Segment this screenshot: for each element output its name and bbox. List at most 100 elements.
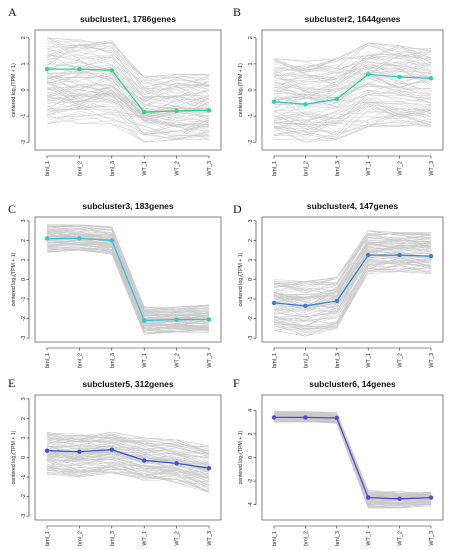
mean-point <box>428 76 434 81</box>
panel-title: subcluster1, 1786genes <box>80 14 176 24</box>
gene-profile-line <box>273 124 432 141</box>
mean-point <box>428 253 434 259</box>
gene-profile-line <box>46 452 210 476</box>
gene-profile-line <box>273 113 432 136</box>
gene-profile-line <box>46 113 210 140</box>
mean-profile-line <box>273 73 432 105</box>
mean-point <box>44 236 50 241</box>
mean-point <box>109 68 115 73</box>
gene-profile-line <box>46 41 210 83</box>
x-tick-label: bml_1 <box>45 161 51 176</box>
y-tick-label: 0 <box>248 88 254 91</box>
mean-point <box>174 108 179 114</box>
gene-profile-line <box>46 224 210 311</box>
gene-profile-line <box>46 46 210 78</box>
gene-profile-line <box>46 467 210 491</box>
gene-profile-line <box>46 53 210 103</box>
gene-profile-line <box>273 64 432 99</box>
panel-letter: F <box>233 376 240 390</box>
panel-title: subcluster5, 312genes <box>82 379 173 389</box>
y-tick-label: -4 <box>248 502 254 507</box>
gene-profile-line <box>273 55 432 81</box>
gene-profile-line <box>273 93 432 115</box>
gene-profile-line <box>273 411 432 495</box>
x-tick-label: bml_3 <box>110 531 116 546</box>
gene-profile-line <box>46 37 210 92</box>
panel-title: subcluster2, 1644genes <box>305 14 401 24</box>
gene-profiles <box>273 230 432 337</box>
x-tick-label: bml_3 <box>335 531 341 546</box>
mean-point <box>303 415 308 420</box>
gene-profile-line <box>273 245 432 307</box>
gene-profile-line <box>46 81 210 113</box>
panel-title: subcluster6, 14genes <box>309 379 396 389</box>
gene-profile-line <box>273 45 432 74</box>
mean-profile-line <box>274 416 432 500</box>
y-tick-label: 2 <box>21 239 27 242</box>
gene-profile-line <box>273 419 432 508</box>
gene-profile-line <box>273 250 432 316</box>
gene-profile-line <box>46 440 210 459</box>
gene-profile-line <box>273 122 432 140</box>
y-tick-label: -1 <box>21 475 27 480</box>
x-tick-label: bml_1 <box>45 531 51 546</box>
gene-profile-line <box>46 42 210 86</box>
x-tick-label: bml_3 <box>335 353 341 368</box>
gene-profile-line <box>273 54 432 83</box>
gene-profile-line <box>46 470 210 493</box>
x-tick-label: bml_3 <box>110 353 116 368</box>
y-tick-label: 1 <box>21 436 27 439</box>
gene-profile-line <box>46 40 210 88</box>
mean-point <box>142 458 147 463</box>
gene-profile-line <box>273 100 432 127</box>
y-tick-label: -2 <box>21 140 27 145</box>
y-tick-label: -3 <box>21 514 27 519</box>
mean-profile-line <box>47 68 210 113</box>
gene-profile-line <box>273 238 432 298</box>
gene-profile-line <box>273 258 432 318</box>
y-tick-label: 1 <box>21 62 27 65</box>
x-tick-label: WT_1 <box>142 353 148 368</box>
gene-profile-line <box>46 468 210 492</box>
plot-frame <box>34 29 222 151</box>
gene-profile-line <box>46 469 210 485</box>
gene-profile-line <box>273 83 432 99</box>
x-tick-label: WT_2 <box>398 161 404 176</box>
y-tick-label: -2 <box>248 316 254 321</box>
y-tick-label: 1 <box>21 258 27 261</box>
gene-profile-line <box>46 37 210 90</box>
gene-profile-line <box>46 431 210 450</box>
x-tick-label: bml_1 <box>272 353 278 368</box>
gene-profile-line <box>273 104 432 139</box>
gene-profile-line <box>273 61 432 81</box>
gene-profile-line <box>273 63 432 93</box>
panel-letter: A <box>8 5 17 19</box>
x-tick-label: bml_2 <box>303 161 309 176</box>
y-tick-label: 3 <box>248 219 254 222</box>
gene-profile-line <box>46 66 210 108</box>
gene-profile-line <box>46 61 210 104</box>
gene-profile-line <box>46 110 210 140</box>
x-tick-label: WT_2 <box>175 161 181 176</box>
gene-profile-line <box>273 121 432 134</box>
gene-profile-line <box>46 244 210 333</box>
gene-profile-line <box>273 411 432 494</box>
gene-profile-line <box>273 259 432 324</box>
y-tick-label: 0 <box>21 456 27 459</box>
y-tick-label: 0 <box>21 88 27 91</box>
mean-profile-line <box>47 237 209 322</box>
gene-profile-line <box>46 445 210 466</box>
gene-profile-line <box>273 101 432 133</box>
x-tick-label: WT_3 <box>429 531 435 546</box>
mean-point <box>44 448 50 453</box>
y-tick-label: -2 <box>21 494 27 499</box>
y-tick-label: -3 <box>248 336 254 341</box>
gene-profile-line <box>46 245 210 331</box>
gene-profile-line <box>46 115 210 143</box>
x-tick-label: WT_2 <box>175 353 181 368</box>
y-axis-label: centered log₂(TPM + 1) <box>238 430 244 484</box>
gene-profile-line <box>46 64 210 107</box>
gene-profile-line <box>273 89 432 123</box>
gene-profile-line <box>46 434 210 451</box>
